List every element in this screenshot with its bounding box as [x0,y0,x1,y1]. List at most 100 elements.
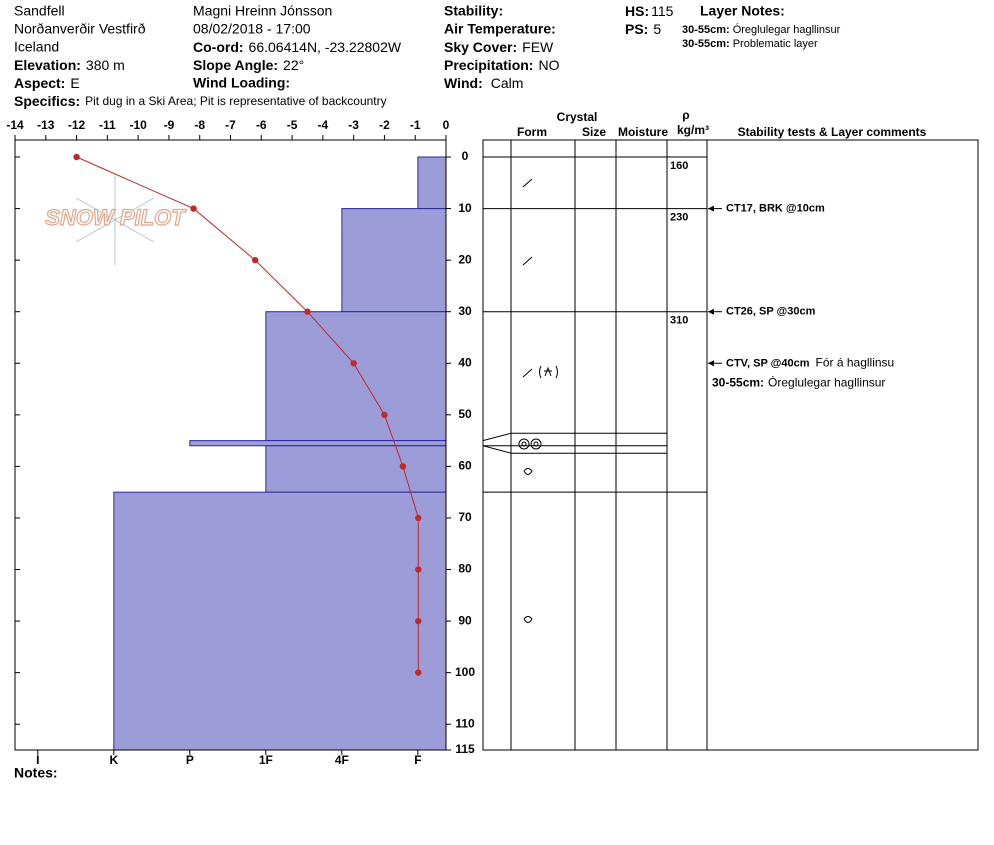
x-tick-label: -10 [129,118,147,132]
hardness-layer [341,208,447,313]
stability-test: CT26, SP @30cm [726,306,816,318]
layer-note: 30-55cm: Óreglulegar hagllinsur [682,23,841,36]
test-text: CTV, SP @40cm [726,357,810,369]
header-density-unit: kg/m³ [677,123,709,137]
temperature-point [190,205,197,212]
temperature-point [73,153,80,161]
density-value: 310 [670,315,688,327]
test-text: CT26, SP @30cm [726,306,816,318]
header-rho: ρ [682,108,689,122]
layer-fan [482,445,512,454]
ps: PS: 5 [625,21,661,37]
hs: HS: 115 [625,3,674,19]
y-tick-label: 115 [455,742,475,756]
hardness-label: 1F [259,753,273,767]
stability: Stability: [444,3,503,19]
temperature-point [251,256,259,264]
hardness-label: K [109,753,118,767]
x-tick-label: -7 [225,118,236,132]
x-tick-label: -13 [37,118,55,132]
y-tick-label: 30 [458,304,472,318]
temperature-point [415,617,422,625]
elevation: Elevation: 380 m [14,57,125,73]
y-tick-label: 0 [462,149,469,163]
y-tick-label: 90 [458,613,472,627]
crystal-glyphs [518,178,558,623]
temperature-point [381,411,388,419]
stability-test: CT17, BRK @10cm [726,202,825,214]
x-tick-label: -9 [164,118,175,132]
temperature-point [415,514,422,522]
layer-notes-title: Layer Notes: [700,3,785,19]
coord: Co-ord: 66.06414N, -23.22802W [193,39,402,55]
y-tick-label: 50 [458,407,472,421]
layer-fan [482,432,512,442]
arrow-head [708,308,714,315]
temperature-point [304,308,311,315]
x-tick-label: -14 [6,118,24,132]
hardness-label: F [414,753,421,767]
y-tick-label: 20 [458,252,472,266]
x-tick-label: 0 [443,118,450,132]
hardness-layer [265,445,447,493]
air-temperature: Air Temperature: [444,21,556,37]
wind: Wind: Calm [444,75,523,91]
temperature-point [415,566,422,573]
slope: Slope Angle: 22° [193,57,304,73]
hardness-layer [189,440,447,447]
notes-label: Notes: [14,765,58,781]
y-tick-label: 10 [458,201,472,215]
specifics: Specifics: Pit dug in a Ski Area; Pit is … [14,93,387,109]
watermark [75,175,155,265]
header-crystal: Crystal [557,110,598,124]
layer-comment: 30-55cm: Óreglulegar hagllinsur [712,374,885,389]
density-value: 230 [670,211,688,223]
density-value: 160 [670,160,688,172]
hardness-label: 4F [335,753,349,767]
x-tick-label: -8 [194,118,205,132]
header-form: Form [517,125,547,139]
y-tick-label: 80 [458,562,472,576]
arrow-head [708,205,714,212]
hardness-label: I [36,753,39,767]
header-moisture: Moisture [618,125,668,139]
y-tick-label: 60 [458,459,472,473]
sky-cover: Sky Cover: FEW [444,39,554,55]
precipitation: Precipitation: NO [444,57,560,73]
y-tick-label: 110 [455,716,475,730]
hardness-layer [265,311,447,442]
region: Norðanverðir Vestfirð [14,21,146,37]
y-tick-label: 40 [458,355,472,369]
temperature-point [415,669,422,676]
country: Iceland [14,39,59,55]
y-tick-label: 70 [458,510,472,524]
datetime: 08/02/2018 - 17:00 [193,21,311,37]
x-tick-label: -3 [348,118,359,132]
x-tick-label: -5 [287,118,298,132]
header-comments: Stability tests & Layer comments [738,125,927,139]
plot: -14 -13 -12 -11 -10 -9 -8 -7 -6 -5 -4 -3 -2 -1 0I K P 1F 4… [6,118,979,767]
hardness-layer [113,491,447,751]
test-text: CT17, BRK @10cm [726,202,825,214]
x-tick-label: -4 [318,118,329,132]
y-tick-label: 100 [455,665,475,679]
location: Sandfell [14,3,65,19]
comment-text: Óreglulegar hagllinsur [768,374,885,389]
temperature-point [350,360,357,367]
x-tick-label: -11 [99,118,116,132]
temperature-point [399,463,407,470]
header: Sandfell Norðanverðir Vestfirð Iceland E… [14,3,841,109]
x-tick-label: -6 [256,118,267,132]
x-tick-label: -2 [379,118,390,132]
comment-range: 30-55cm: [712,375,764,389]
layer-note: 30-55cm: Problematic layer [682,38,818,50]
x-tick-label: -12 [68,118,86,132]
arrow-head [708,360,714,367]
header-size: Size [582,125,606,139]
aspect: Aspect: E [14,75,80,91]
observer: Magni Hreinn Jónsson [193,3,332,19]
x-tick-label: -1 [410,118,421,132]
table-frame [482,139,979,751]
wind-loading: Wind Loading: [193,75,290,91]
